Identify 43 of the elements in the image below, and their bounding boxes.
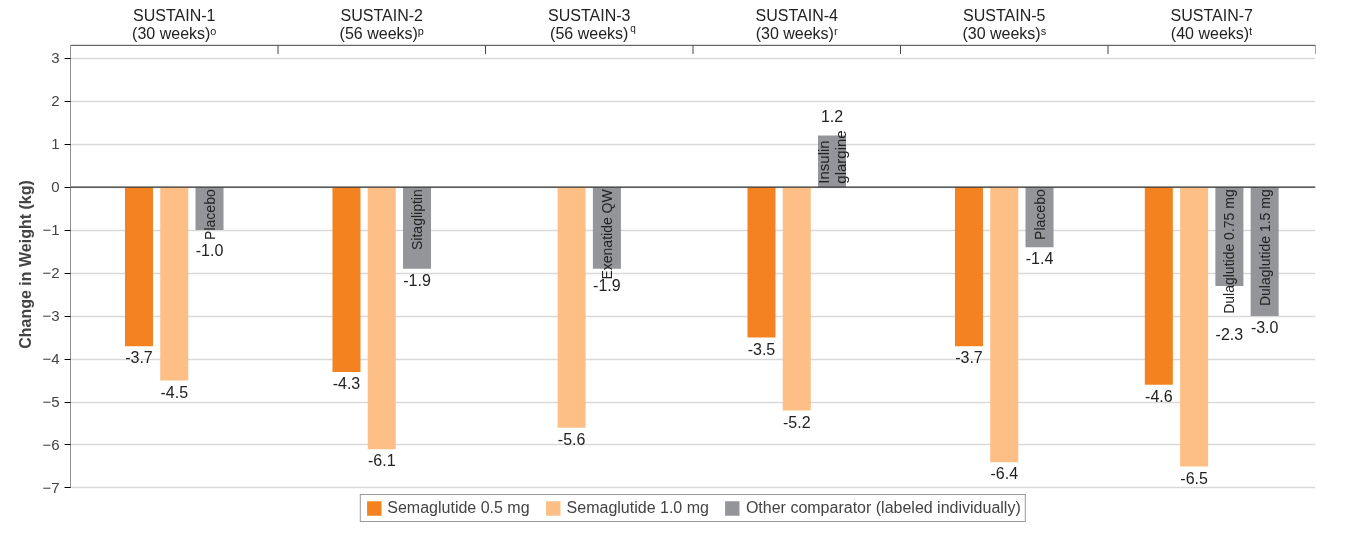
y-tick-label: −3 (42, 307, 60, 325)
data-label: 1.2 (820, 108, 844, 126)
y-tick-label: 1 (51, 135, 60, 153)
y-tick-label: −7 (42, 478, 60, 496)
legend-label: Semaglutide 0.5 mg (387, 499, 530, 517)
y-tick-label: 3 (51, 49, 60, 67)
y-axis-title: Change in Weight (kg) (17, 180, 35, 349)
data-label: -1.4 (1025, 250, 1054, 268)
data-label: -5.6 (557, 430, 586, 448)
legend-label: Other comparator (labeled individually) (745, 499, 1021, 517)
data-label: -6.5 (1180, 469, 1208, 487)
y-tick-label: −2 (42, 264, 60, 282)
y-tick-label: −6 (42, 436, 60, 453)
data-label: -3.5 (747, 340, 776, 358)
data-label: -3.7 (125, 349, 153, 367)
annotation: Dulaglutide 0.75 mg (1221, 189, 1238, 314)
data-label: -1.0 (195, 241, 224, 259)
x-tick-label: SUSTAIN-2 (56 weeks)ᵖ (339, 7, 424, 42)
data-label: -6.4 (990, 465, 1019, 483)
data-label: -4.3 (332, 375, 361, 393)
annotation: Placebo (1031, 189, 1048, 240)
annotation: Sitagliptin (409, 189, 426, 250)
y-tick-label: −1 (42, 221, 60, 239)
annotation: Dulaglutide 1.5 mg (1256, 189, 1273, 307)
y-tick-label: −5 (42, 393, 60, 411)
x-tick-label: SUSTAIN-7 (40 weeks)ᵗ (1170, 7, 1254, 42)
annotation: Placebo (201, 189, 218, 240)
data-label: -1.9 (403, 271, 431, 289)
data-label: -4.6 (1145, 387, 1173, 405)
x-tick-label: SUSTAIN-1 (30 weeks)ᵒ (132, 7, 217, 42)
data-label: -5.2 (782, 413, 811, 431)
data-label: -4.5 (160, 383, 189, 401)
y-tick-label: 0 (51, 178, 60, 196)
legend-label: Semaglutide 1.0 mg (566, 499, 709, 517)
annotation: Insulin glargine (815, 130, 850, 184)
x-tick-label: SUSTAIN-4 (30 weeks)ʳ (755, 7, 839, 42)
y-tick-label: 2 (51, 92, 60, 110)
x-tick-label: SUSTAIN-5 (30 weeks)ˢ (962, 7, 1047, 42)
data-label: -6.1 (367, 452, 396, 470)
data-label: -2.3 (1215, 325, 1244, 343)
data-label: -3.7 (955, 349, 983, 367)
y-tick-label: −4 (42, 350, 60, 368)
data-label: -3.0 (1250, 319, 1279, 337)
